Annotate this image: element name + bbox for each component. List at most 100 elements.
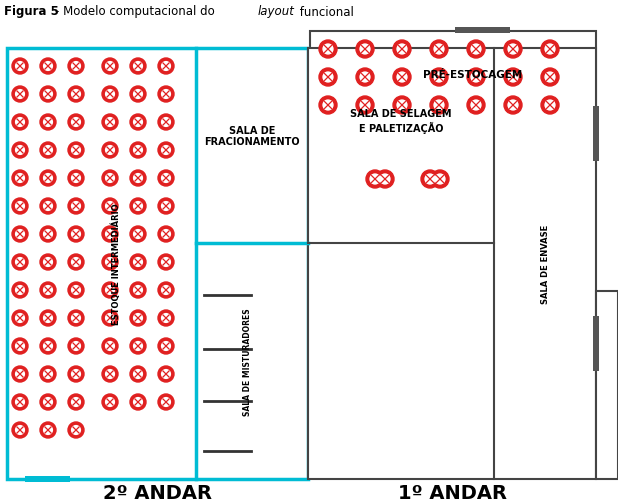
Circle shape <box>393 41 411 59</box>
Circle shape <box>68 87 84 103</box>
Circle shape <box>12 366 28 382</box>
Circle shape <box>158 226 174 242</box>
Circle shape <box>106 63 114 71</box>
Text: ESTOQUE INTERMEDIÁRIO: ESTOQUE INTERMEDIÁRIO <box>112 203 121 325</box>
Circle shape <box>130 198 146 214</box>
Circle shape <box>40 366 56 382</box>
Circle shape <box>161 202 171 211</box>
Circle shape <box>40 422 56 438</box>
Circle shape <box>106 230 114 239</box>
Circle shape <box>72 342 80 351</box>
Circle shape <box>102 115 118 131</box>
Circle shape <box>133 342 142 351</box>
Circle shape <box>44 370 53 379</box>
Circle shape <box>133 258 142 267</box>
Circle shape <box>12 59 28 75</box>
Circle shape <box>12 87 28 103</box>
Circle shape <box>40 311 56 326</box>
Circle shape <box>15 370 24 379</box>
Circle shape <box>12 283 28 299</box>
Circle shape <box>44 174 53 183</box>
Circle shape <box>130 143 146 159</box>
Circle shape <box>68 115 84 131</box>
Circle shape <box>68 59 84 75</box>
Circle shape <box>12 143 28 159</box>
Circle shape <box>68 198 84 214</box>
Text: layout: layout <box>258 6 295 19</box>
Circle shape <box>106 258 114 267</box>
Circle shape <box>161 258 171 267</box>
Circle shape <box>102 87 118 103</box>
Circle shape <box>130 311 146 326</box>
Circle shape <box>106 342 114 351</box>
Circle shape <box>44 118 53 127</box>
Circle shape <box>161 370 171 379</box>
Circle shape <box>504 41 522 59</box>
Circle shape <box>44 258 53 267</box>
Circle shape <box>158 366 174 382</box>
Circle shape <box>44 342 53 351</box>
Circle shape <box>15 174 24 183</box>
Circle shape <box>130 59 146 75</box>
Circle shape <box>12 171 28 187</box>
Circle shape <box>15 230 24 239</box>
Circle shape <box>130 115 146 131</box>
Circle shape <box>158 59 174 75</box>
Circle shape <box>12 338 28 354</box>
Circle shape <box>508 45 518 55</box>
Circle shape <box>161 174 171 183</box>
Circle shape <box>323 45 333 55</box>
Bar <box>596 292 618 479</box>
Circle shape <box>323 73 333 83</box>
Circle shape <box>102 311 118 326</box>
Circle shape <box>356 41 374 59</box>
Circle shape <box>40 115 56 131</box>
Circle shape <box>434 45 444 55</box>
Circle shape <box>102 366 118 382</box>
Circle shape <box>15 63 24 71</box>
Circle shape <box>15 286 24 295</box>
Circle shape <box>431 171 449 188</box>
Circle shape <box>102 394 118 410</box>
Circle shape <box>106 286 114 295</box>
Circle shape <box>40 143 56 159</box>
Circle shape <box>161 314 171 323</box>
Text: SALA DE ENVASE: SALA DE ENVASE <box>541 224 549 304</box>
Circle shape <box>130 87 146 103</box>
Text: SALA DE SELAGEM
E PALETIZAÇÃO: SALA DE SELAGEM E PALETIZAÇÃO <box>350 109 452 133</box>
Bar <box>25 476 70 482</box>
Circle shape <box>133 202 142 211</box>
Circle shape <box>430 97 448 115</box>
Circle shape <box>158 255 174 271</box>
Circle shape <box>158 115 174 131</box>
Circle shape <box>44 286 53 295</box>
Circle shape <box>376 171 394 188</box>
Circle shape <box>68 366 84 382</box>
Circle shape <box>133 174 142 183</box>
Circle shape <box>106 146 114 155</box>
Circle shape <box>130 171 146 187</box>
Circle shape <box>158 338 174 354</box>
Circle shape <box>40 59 56 75</box>
Circle shape <box>72 398 80 407</box>
Circle shape <box>467 97 485 115</box>
Circle shape <box>40 283 56 299</box>
Circle shape <box>72 426 80 434</box>
Bar <box>593 316 599 371</box>
Circle shape <box>68 143 84 159</box>
Circle shape <box>72 230 80 239</box>
Bar <box>7 49 308 479</box>
Circle shape <box>102 226 118 242</box>
Circle shape <box>68 283 84 299</box>
Circle shape <box>40 255 56 271</box>
Circle shape <box>130 366 146 382</box>
Text: SALA DE
FRACIONAMENTO: SALA DE FRACIONAMENTO <box>204 125 300 147</box>
Circle shape <box>421 171 439 188</box>
Circle shape <box>130 394 146 410</box>
Circle shape <box>161 118 171 127</box>
Circle shape <box>72 286 80 295</box>
Circle shape <box>12 394 28 410</box>
Circle shape <box>541 69 559 87</box>
Circle shape <box>545 45 555 55</box>
Circle shape <box>508 73 518 83</box>
